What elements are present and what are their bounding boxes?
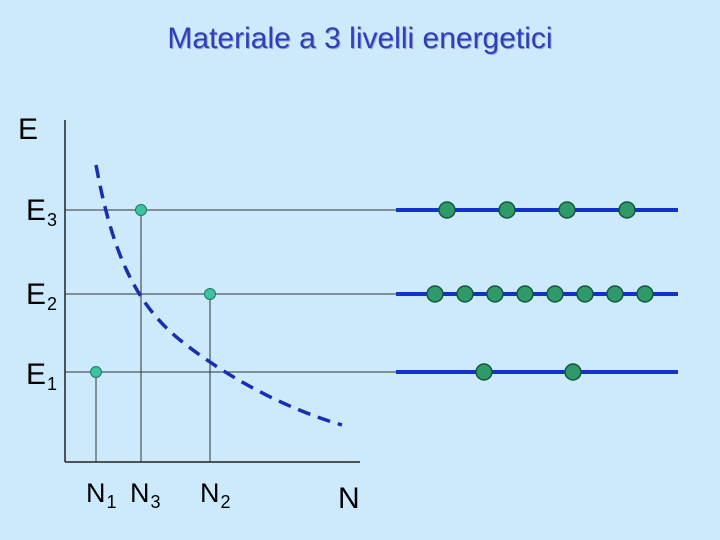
particle-e2: [546, 285, 564, 303]
level-label-e3: E3: [26, 194, 58, 230]
particle-e3: [438, 201, 456, 219]
population-label-n2: N2: [200, 478, 231, 512]
level-label-e1: E1: [26, 358, 58, 394]
slide-title: Materiale a 3 livelli energetici: [167, 22, 553, 55]
particle-e2: [426, 285, 444, 303]
x-axis-label: N: [338, 482, 360, 515]
boltzmann-dashed-curve: [94, 164, 343, 427]
particles: [426, 201, 654, 381]
particle-e2: [576, 285, 594, 303]
population-point-n2: [204, 288, 216, 300]
particle-e2: [486, 285, 504, 303]
population-point-n3: [135, 204, 147, 216]
population-label-n1: N1: [86, 478, 117, 512]
level-label-e2: E2: [26, 278, 58, 314]
particle-e1: [564, 363, 582, 381]
particle-e2: [456, 285, 474, 303]
particle-e2: [606, 285, 624, 303]
y-axis-label: E: [18, 113, 39, 146]
particle-e2: [636, 285, 654, 303]
particle-e3: [498, 201, 516, 219]
particle-e3: [558, 201, 576, 219]
population-label-n3: N3: [130, 478, 161, 512]
particle-e3: [618, 201, 636, 219]
population-point-n1: [90, 366, 102, 378]
particle-e1: [475, 363, 493, 381]
particle-e2: [516, 285, 534, 303]
